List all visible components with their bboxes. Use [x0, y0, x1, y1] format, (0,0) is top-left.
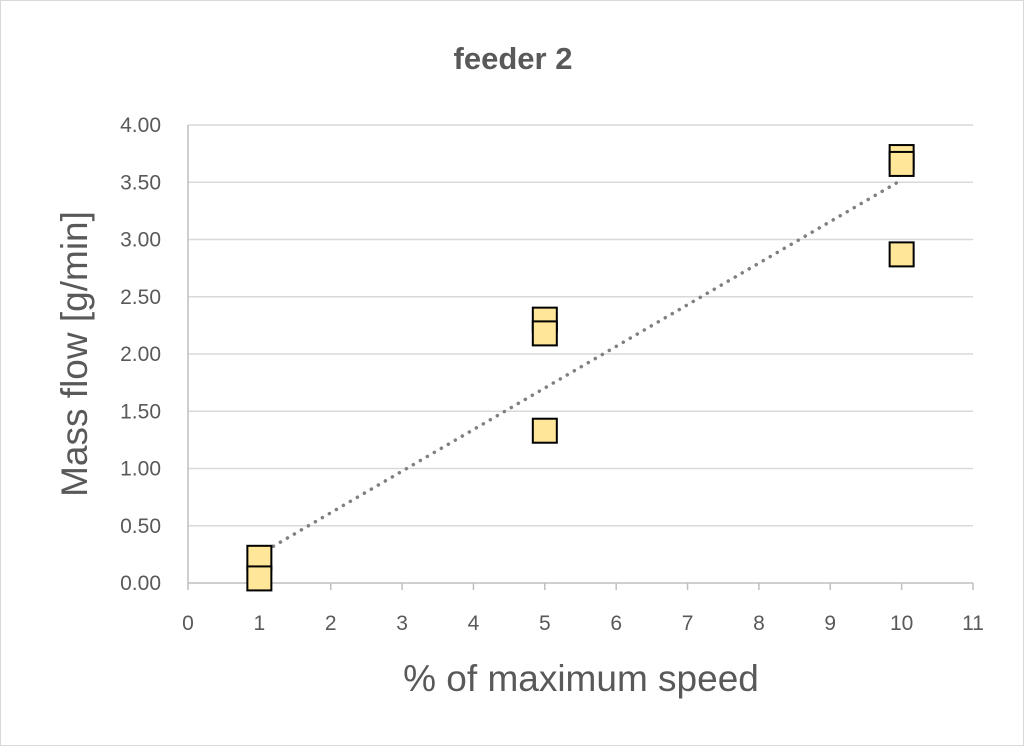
x-tick-label: 3: [396, 612, 408, 635]
x-tick-label: 2: [325, 612, 337, 635]
chart-title: feeder 2: [454, 41, 573, 76]
x-tick-label: 10: [890, 612, 913, 635]
data-point: [531, 417, 558, 444]
x-tick-label: 5: [539, 612, 551, 635]
x-tick-label: 8: [753, 612, 765, 635]
x-tick-label: 0: [182, 612, 194, 635]
y-tick-label: 0.00: [120, 572, 161, 595]
gridlines: [188, 124, 973, 527]
data-point: [531, 320, 558, 347]
trendline-layer: [257, 178, 904, 557]
y-tick-labels: 0.00 0.50 1.00 1.50 2.00 2.50 3.00 3.50 4.00: [120, 114, 161, 595]
y-tick-label: 2.00: [120, 343, 161, 366]
y-tick-label: 0.50: [120, 515, 161, 538]
y-tick-label: 3.50: [120, 171, 161, 194]
trendline: [257, 178, 904, 557]
y-tick-label: 1.00: [120, 458, 161, 481]
y-tick-label: 4.00: [120, 114, 161, 137]
x-tick-label: 11: [962, 612, 984, 635]
y-tick-label: 1.50: [120, 400, 161, 423]
data-points: [246, 144, 915, 592]
data-point: [888, 150, 915, 177]
axes: [187, 125, 974, 590]
x-tick-label: 1: [254, 612, 266, 635]
x-tick-label: 4: [468, 612, 480, 635]
x-tick-labels: 0 1 2 3 4 5 6 7 8 9 10 11: [182, 612, 984, 635]
x-axis-title: % of maximum speed: [403, 658, 759, 699]
x-tick-label: 7: [682, 612, 694, 635]
data-point: [246, 565, 273, 592]
x-tick-label: 6: [610, 612, 622, 635]
y-axis-title: Mass flow [g/min]: [54, 211, 95, 497]
y-tick-label: 2.50: [120, 286, 161, 309]
y-tick-label: 3.00: [120, 229, 161, 252]
data-point: [888, 241, 915, 268]
x-tick-label: 9: [824, 612, 836, 635]
